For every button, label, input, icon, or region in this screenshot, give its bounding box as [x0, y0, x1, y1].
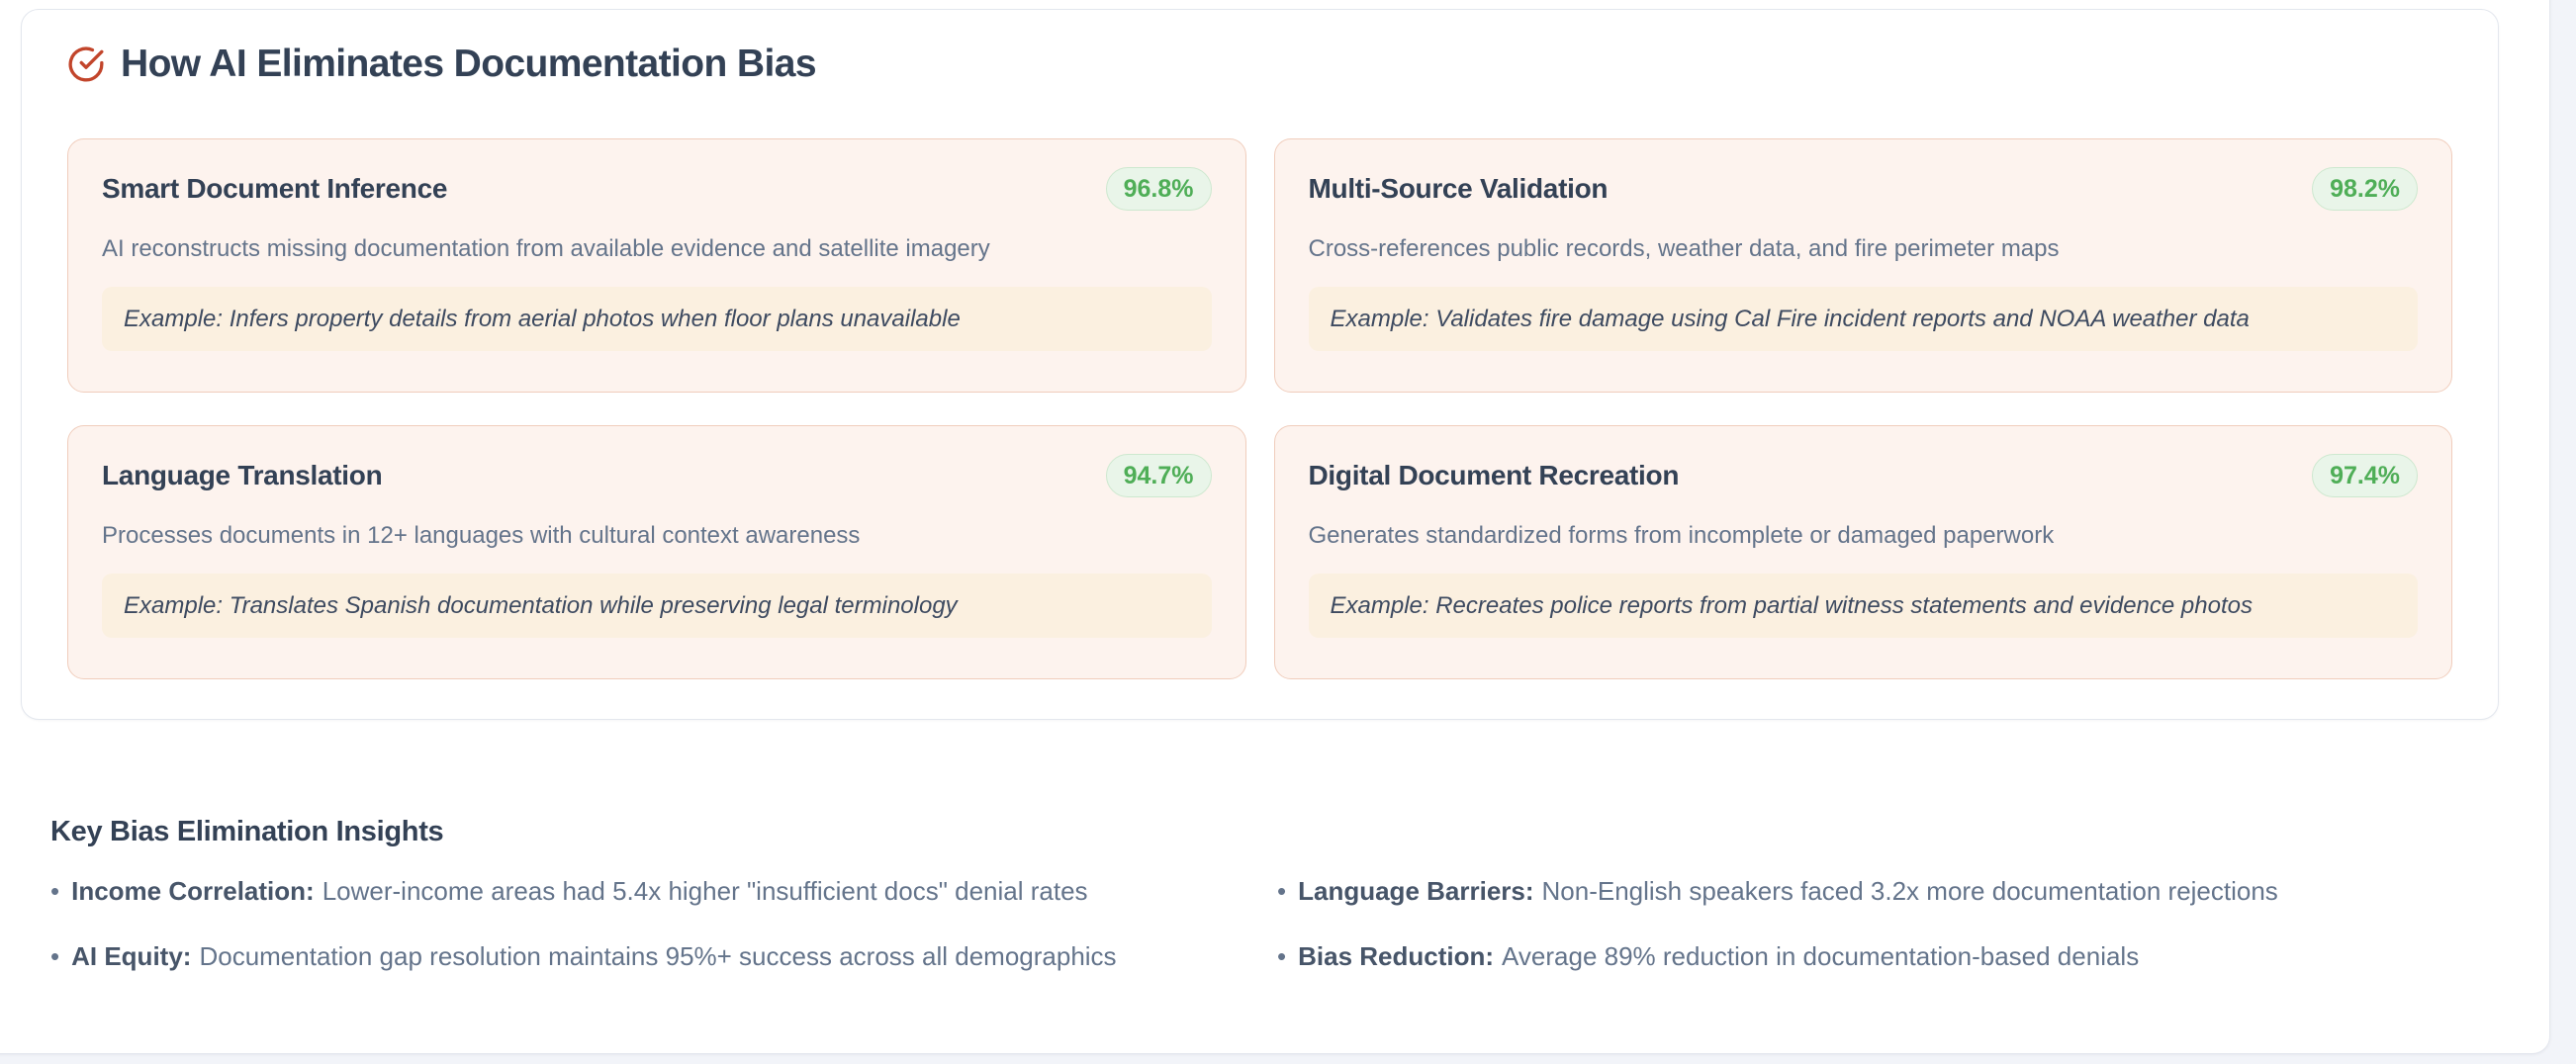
- insight-item-ai-equity: • AI Equity: Documentation gap resolution …: [50, 938, 1277, 974]
- ai-bias-panel: How AI Eliminates Documentation Bias Sma…: [21, 9, 2499, 720]
- insight-text: Lower-income areas had 5.4x higher "insu…: [322, 876, 1088, 906]
- insight-item-language-barriers: • Language Barriers: Non-English speakers …: [1277, 873, 2504, 909]
- method-card-description: Processes documents in 12+ languages wit…: [102, 522, 861, 549]
- methods-grid: Smart Document Inference 96.8% AI recons…: [67, 138, 2452, 679]
- method-card-title: Language Translation: [102, 460, 383, 490]
- method-card-example: Example: Recreates police reports from p…: [1308, 574, 2418, 638]
- method-card-header: Digital Document Recreation 97.4%: [1308, 454, 2418, 497]
- method-card-example: Example: Infers property details from ae…: [102, 287, 1212, 351]
- insight-label: AI Equity:: [71, 941, 192, 971]
- insight-item-bias-reduction: • Bias Reduction: Average 89% reduction in…: [1277, 938, 2504, 974]
- method-card-title: Digital Document Recreation: [1308, 460, 1680, 490]
- insights-section: Key Bias Elimination Insights • Income Co…: [50, 814, 2504, 974]
- method-card-description: Generates standardized forms from incomp…: [1308, 522, 2055, 549]
- bullet-icon: •: [1277, 876, 1287, 906]
- method-card-title: Multi-Source Validation: [1308, 173, 1609, 204]
- method-card-title: Smart Document Inference: [102, 173, 448, 204]
- check-circle-icon: [67, 45, 105, 83]
- insight-text: Non-English speakers faced 3.2x more doc…: [1541, 876, 2278, 906]
- accuracy-badge: 96.8%: [1105, 167, 1212, 211]
- insights-grid: • Income Correlation: Lower-income areas h…: [50, 873, 2504, 974]
- method-card-header: Multi-Source Validation 98.2%: [1308, 167, 2418, 211]
- method-card-smart-document-inference: Smart Document Inference 96.8% AI recons…: [67, 138, 1246, 393]
- panel-title: How AI Eliminates Documentation Bias: [121, 43, 817, 85]
- insight-label: Income Correlation:: [71, 876, 315, 906]
- accuracy-badge: 97.4%: [2312, 454, 2418, 497]
- bullet-icon: •: [50, 941, 60, 971]
- insight-item-income-correlation: • Income Correlation: Lower-income areas h…: [50, 873, 1277, 909]
- panel-header: How AI Eliminates Documentation Bias: [67, 40, 2452, 89]
- insight-text: Documentation gap resolution maintains 9…: [199, 941, 1117, 971]
- insight-label: Bias Reduction:: [1298, 941, 1495, 971]
- method-card-header: Smart Document Inference 96.8%: [102, 167, 1212, 211]
- insight-text: Average 89% reduction in documentation-b…: [1502, 941, 2140, 971]
- method-card-header: Language Translation 94.7%: [102, 454, 1212, 497]
- method-card-multi-source-validation: Multi-Source Validation 98.2% Cross-refe…: [1273, 138, 2452, 393]
- method-card-language-translation: Language Translation 94.7% Processes doc…: [67, 425, 1246, 679]
- accuracy-badge: 98.2%: [2312, 167, 2418, 211]
- insight-label: Language Barriers:: [1298, 876, 1534, 906]
- method-card-example: Example: Validates fire damage using Cal…: [1308, 287, 2418, 351]
- method-card-digital-document-recreation: Digital Document Recreation 97.4% Genera…: [1273, 425, 2452, 679]
- bullet-icon: •: [1277, 941, 1287, 971]
- accuracy-badge: 94.7%: [1105, 454, 1212, 497]
- insights-title: Key Bias Elimination Insights: [50, 816, 444, 847]
- method-card-description: AI reconstructs missing documentation fr…: [102, 235, 990, 262]
- method-card-description: Cross-references public records, weather…: [1308, 235, 2060, 262]
- method-card-example: Example: Translates Spanish documentatio…: [102, 574, 1212, 638]
- bullet-icon: •: [50, 876, 60, 906]
